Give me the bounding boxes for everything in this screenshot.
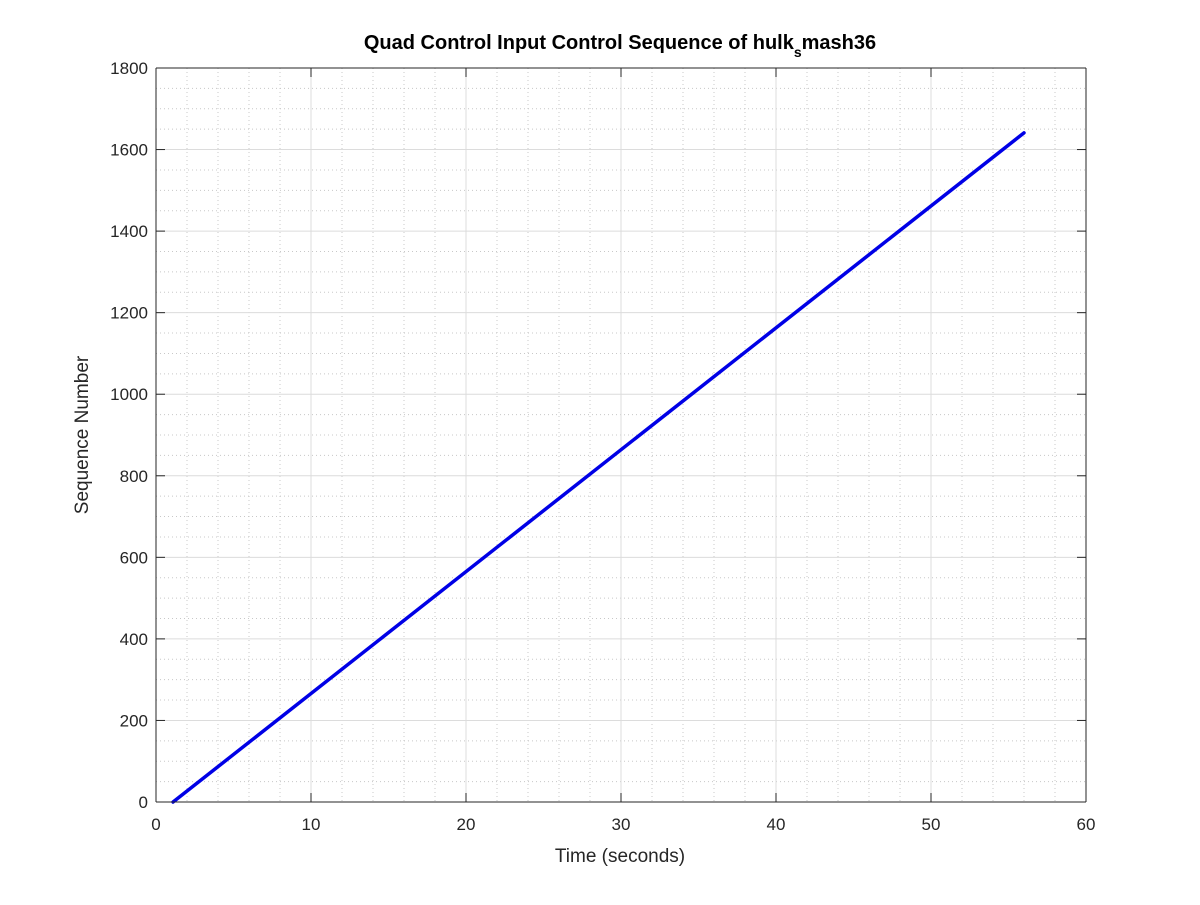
- chart-title-rest: mash36: [802, 32, 877, 54]
- y-tick-label: 600: [120, 548, 148, 567]
- x-tick-label: 30: [612, 815, 631, 834]
- y-tick-label: 0: [139, 793, 148, 812]
- y-axis-label: Sequence Number: [72, 355, 93, 514]
- x-tick-label: 40: [767, 815, 786, 834]
- y-tick-label: 1200: [110, 304, 148, 323]
- series-line: [171, 131, 1026, 804]
- major-grid: [155, 67, 1087, 803]
- y-tick-label: 1400: [110, 222, 148, 241]
- y-tick-label: 1800: [110, 59, 148, 78]
- y-tick-label: 400: [120, 630, 148, 649]
- x-tick-label: 0: [151, 815, 160, 834]
- x-axis-ticks: 0 10 20 30 40 50 60: [151, 68, 1095, 834]
- y-tick-label: 1000: [110, 385, 148, 404]
- x-axis-label: Time (seconds): [555, 846, 685, 867]
- x-tick-label: 50: [922, 815, 941, 834]
- y-tick-label: 800: [120, 467, 148, 486]
- x-tick-label: 60: [1077, 815, 1096, 834]
- chart-title-subscript: s: [794, 44, 802, 60]
- plot-series: [171, 131, 1026, 804]
- y-axis-ticks: 0 200 400 600 800 1000 1200 1400 1600 1800: [110, 59, 1086, 812]
- x-tick-label: 10: [302, 815, 321, 834]
- chart-title: Quad Control Input Control Sequence of h…: [364, 32, 876, 60]
- y-tick-label: 1600: [110, 141, 148, 160]
- chart-title-main: Quad Control Input Control Sequence of h…: [364, 32, 795, 54]
- x-tick-label: 20: [457, 815, 476, 834]
- y-tick-label: 200: [120, 711, 148, 730]
